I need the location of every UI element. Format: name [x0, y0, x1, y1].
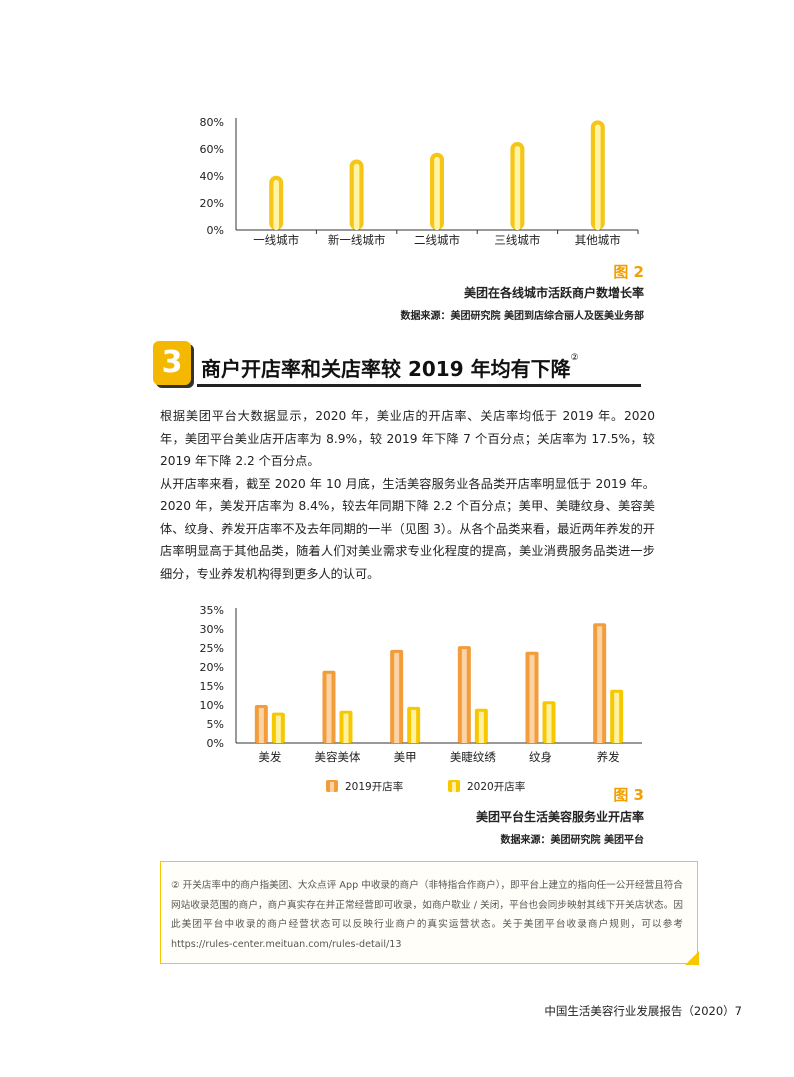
y-tick-label: 10% [200, 699, 224, 712]
figure-3-label: 图 3 [613, 786, 644, 804]
legend-item: 2020开店率 [448, 780, 525, 793]
paragraph-2: 从开店率来看，截至 2020 年 10 月底，生活美容服务业各品类开店率明显低于… [160, 476, 655, 581]
bar-2020 [542, 701, 556, 743]
y-tick-label: 0% [207, 224, 224, 237]
y-tick-label: 15% [200, 680, 224, 693]
bar-2019 [254, 705, 268, 743]
bar-2019 [390, 649, 404, 743]
section-number-badge [153, 341, 191, 385]
paragraph-1: 根据美团平台大数据显示，2020 年，美业店的开店率、关店率均低于 2019 年… [160, 409, 655, 468]
figure-3-title: 美团平台生活美容服务业开店率 [475, 810, 644, 824]
x-tick-label: 美睫纹绣 [450, 750, 496, 764]
figure-3-source: 数据来源：美团研究院 美团平台 [500, 835, 644, 846]
bar [510, 141, 525, 230]
x-tick-label: 二线城市 [414, 233, 460, 247]
body-text: 根据美团平台大数据显示，2020 年，美业店的开店率、关店率均低于 2019 年… [160, 405, 655, 585]
x-tick-label: 纹身 [529, 750, 552, 764]
x-tick-label: 美发 [258, 750, 281, 764]
legend-label: 2019开店率 [345, 780, 403, 793]
y-tick-label: 80% [200, 116, 224, 129]
y-tick-label: 0% [207, 737, 224, 750]
x-tick-label: 美容美体 [315, 750, 361, 764]
bar-2019 [593, 623, 607, 743]
bar-2020 [407, 706, 421, 743]
x-tick-label: 其他城市 [575, 233, 621, 247]
footnote-box: ② 开关店率中的商户指美团、大众点评 App 中收录的商户（非特指合作商户），即… [160, 861, 699, 965]
y-tick-label: 20% [200, 197, 224, 210]
footnote-mark: ② [570, 353, 579, 363]
bar-2020 [271, 712, 285, 743]
x-tick-label: 三线城市 [494, 233, 540, 247]
x-tick-label: 美甲 [394, 750, 417, 764]
y-tick-label: 35% [200, 604, 224, 617]
section-header: 3 商户开店率和关店率较 2019 年均有下降② [153, 341, 641, 391]
y-tick-label: 20% [200, 661, 224, 674]
bar-2020 [610, 689, 624, 743]
y-tick-label: 5% [207, 718, 224, 731]
bar-2019 [457, 646, 471, 743]
y-tick-label: 60% [200, 143, 224, 156]
section-title: 商户开店率和关店率较 2019 年均有下降② [201, 353, 579, 381]
bar [590, 120, 605, 230]
city-growth-chart: 0% 20% 40% 60% 80% 一线城市 新一线城市 二线城市 三线城市 其他城市 [200, 116, 639, 247]
figure-2-source: 数据来源：美团研究院 美团到店综合丽人及医美业务部 [400, 311, 644, 322]
x-tick-label: 一线城市 [253, 233, 299, 247]
figure-2-label: 图 2 [613, 263, 644, 281]
y-tick-label: 25% [200, 642, 224, 655]
bar [269, 175, 284, 230]
y-tick-label: 30% [200, 623, 224, 636]
x-tick-label: 养发 [597, 750, 620, 764]
section-title-underline [197, 354, 641, 387]
bar-2019 [525, 651, 539, 743]
legend-item: 2019开店率 [326, 780, 403, 793]
legend-label: 2020开店率 [467, 780, 525, 793]
figure-2-title: 美团在各线城市活跃商户数增长率 [463, 286, 644, 300]
footnote-corner-decoration [684, 950, 699, 965]
x-tick-label: 新一线城市 [328, 233, 386, 247]
bar [349, 159, 364, 230]
store-opening-rate-chart: 0% 5% 10% 15% 20% 25% 30% 35% 美发 美容美体 美甲 美睫纹绣 纹身 养发 20… [200, 604, 642, 793]
y-tick-label: 40% [200, 170, 224, 183]
bar-2019 [322, 670, 336, 743]
page-footer: 中国生活美容行业发展报告（2020）7 [544, 1004, 742, 1018]
bar [430, 152, 444, 230]
section-number: 3 [161, 345, 183, 380]
bar-2020 [339, 710, 353, 743]
bar-2020 [474, 708, 488, 743]
footnote-text: ② 开关店率中的商户指美团、大众点评 App 中收录的商户（非特指合作商户），即… [171, 880, 683, 950]
